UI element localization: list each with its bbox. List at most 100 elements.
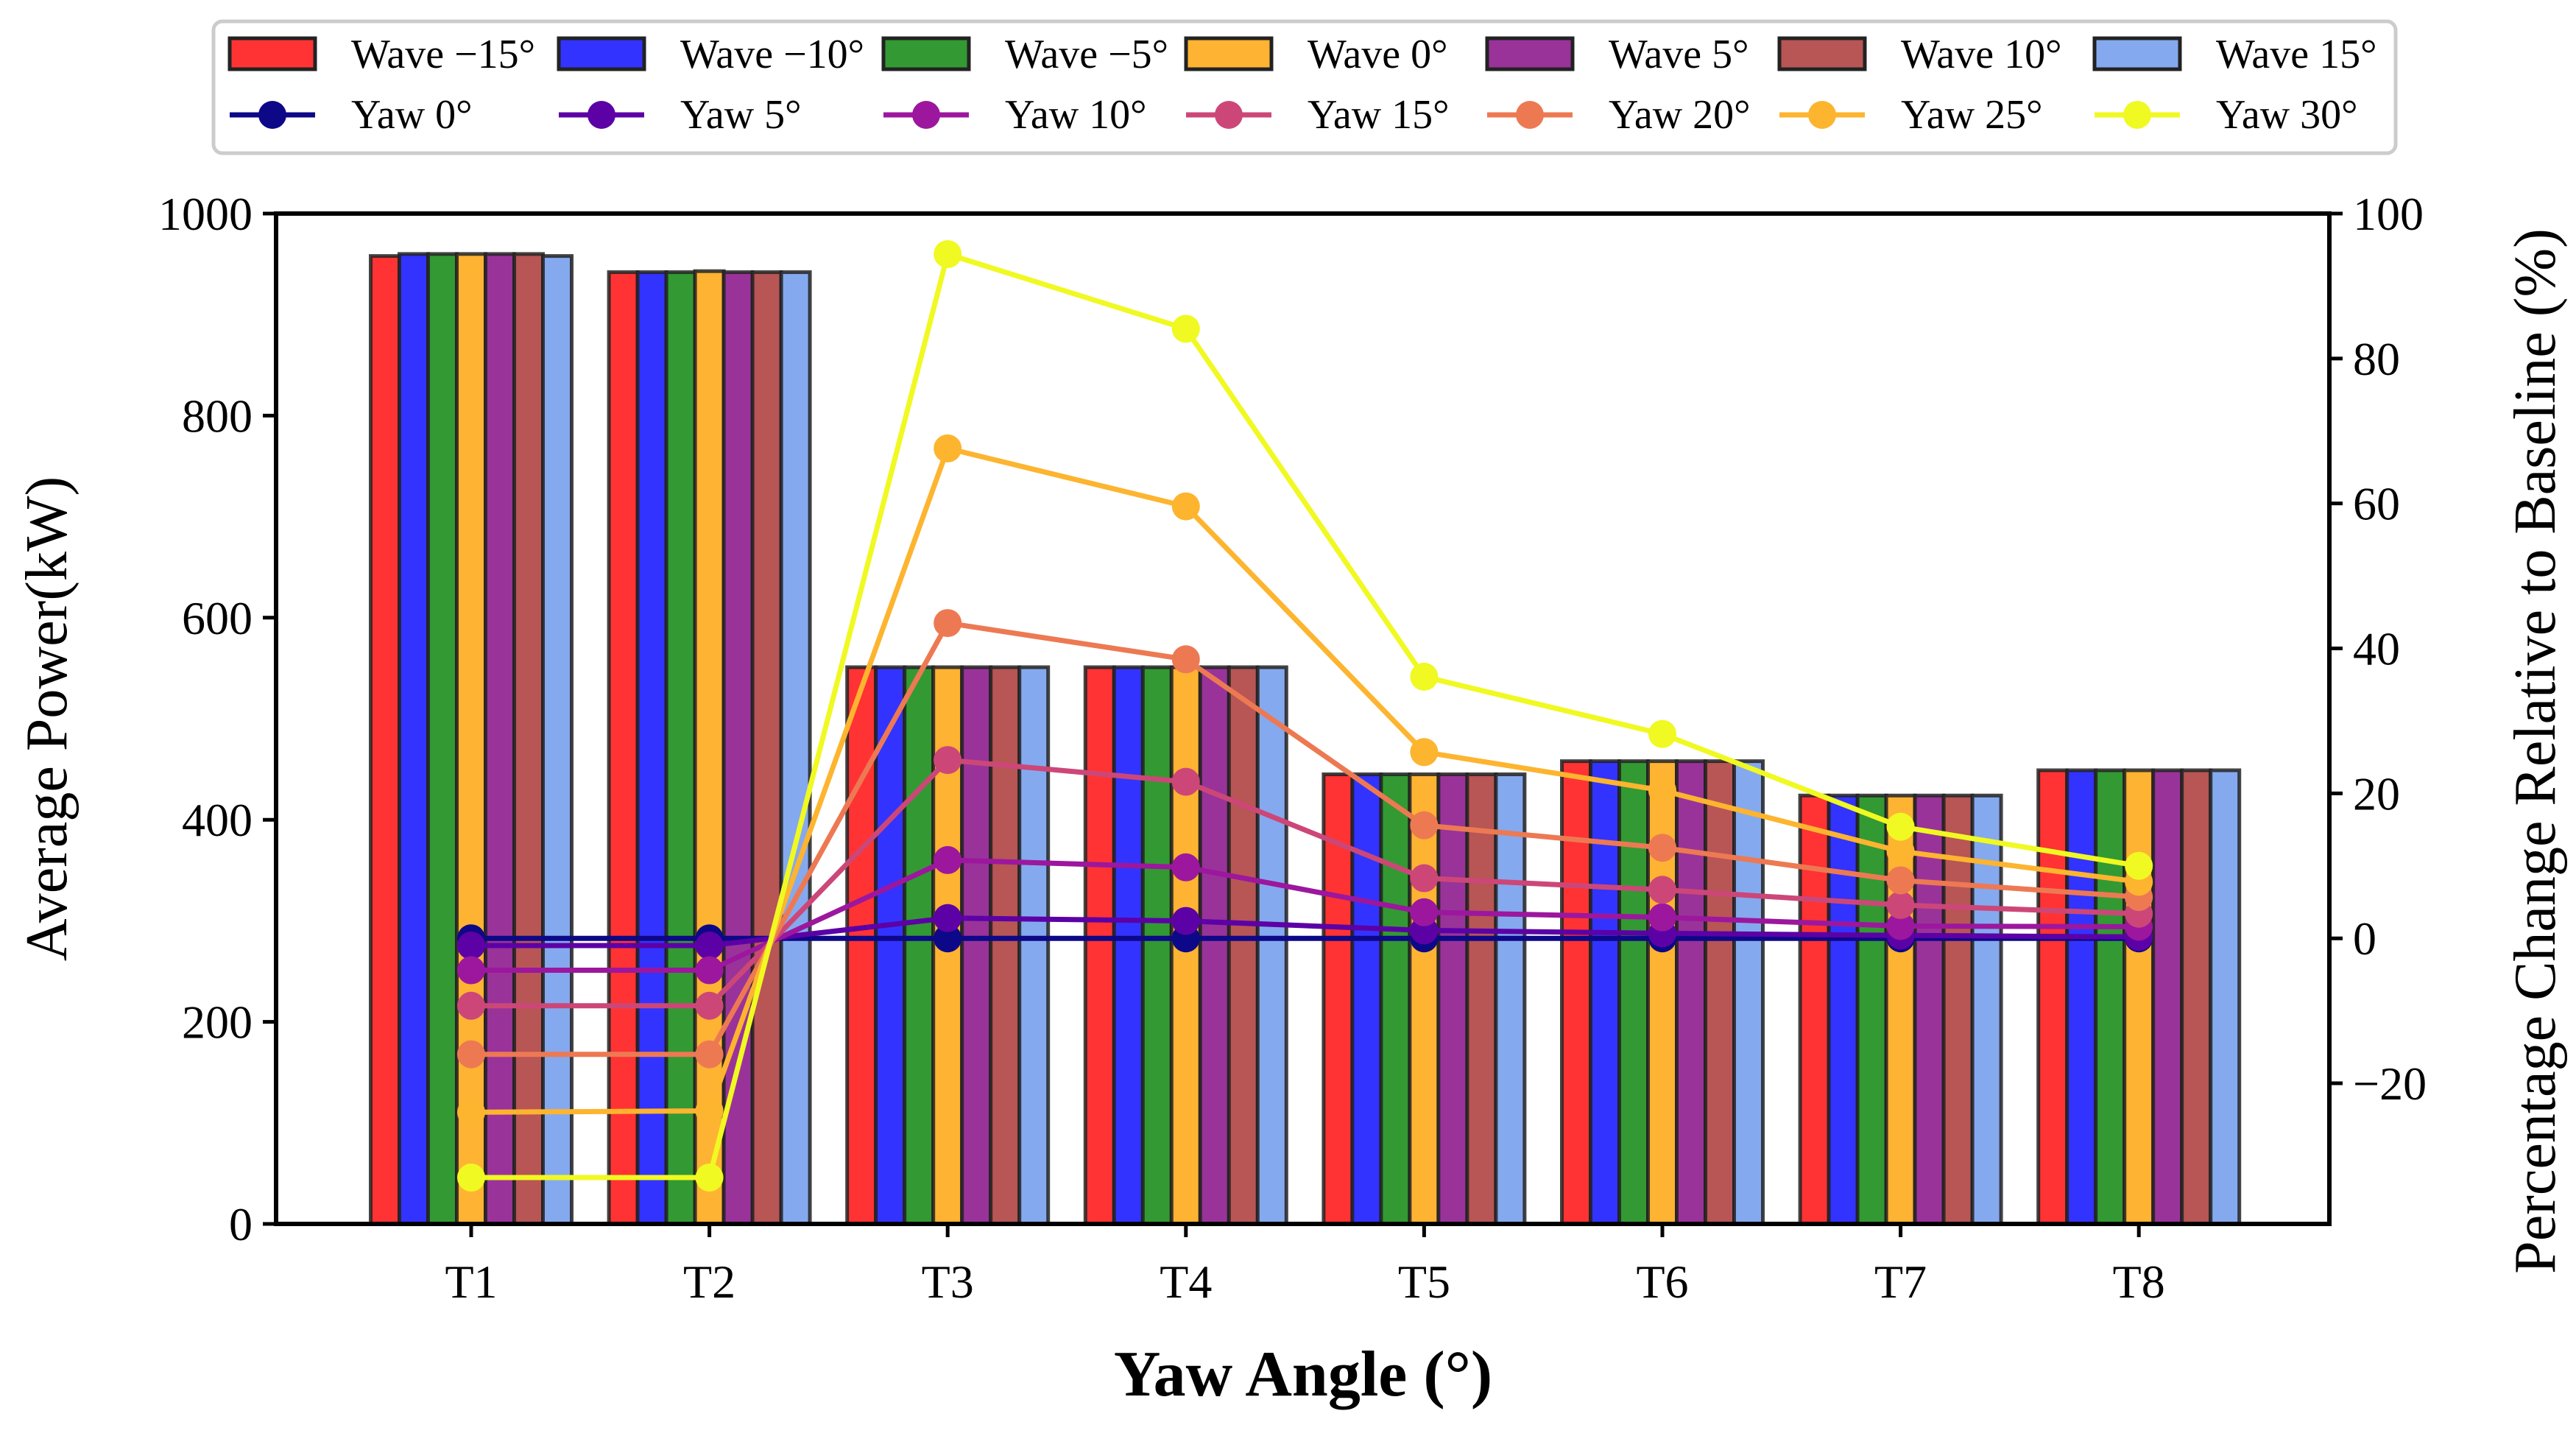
bar bbox=[2180, 768, 2213, 1226]
series-line bbox=[471, 915, 2139, 948]
bar bbox=[2209, 768, 2242, 1226]
bars-layer bbox=[369, 252, 2242, 1226]
legend-label: Wave 0° bbox=[1308, 32, 1447, 77]
legend-marker bbox=[1215, 101, 1243, 129]
legend-label: Wave −5° bbox=[1005, 32, 1168, 77]
data-point bbox=[1410, 738, 1439, 767]
legend-label: Yaw 25° bbox=[1901, 92, 2043, 138]
legend-label: Yaw 20° bbox=[1609, 92, 1751, 138]
x-tick-label: T6 bbox=[1636, 1256, 1688, 1308]
data-point bbox=[457, 991, 485, 1020]
bar bbox=[1140, 665, 1174, 1226]
y-tick-label: 400 bbox=[182, 794, 253, 846]
y-tick-label: 1000 bbox=[158, 188, 253, 240]
bar bbox=[1227, 665, 1260, 1226]
data-point bbox=[1171, 767, 1200, 796]
legend-marker bbox=[1516, 101, 1544, 129]
legend-swatch bbox=[1485, 36, 1575, 71]
legend-marker bbox=[912, 101, 940, 129]
bar bbox=[1798, 793, 1831, 1226]
y-right-tick-label: 100 bbox=[2353, 188, 2424, 240]
data-point bbox=[934, 845, 962, 874]
legend-swatch bbox=[227, 36, 317, 71]
series-line bbox=[471, 250, 2139, 1180]
bar bbox=[1494, 772, 1527, 1226]
y-right-tick-label: 0 bbox=[2353, 912, 2376, 965]
bar bbox=[455, 252, 487, 1226]
data-point bbox=[695, 1097, 724, 1125]
bar bbox=[2094, 768, 2127, 1226]
data-point bbox=[1171, 314, 1200, 343]
data-point bbox=[1648, 834, 1676, 862]
bar bbox=[1112, 665, 1145, 1226]
y-axis-right-label: Percentage Change Relative to Baseline (… bbox=[2503, 228, 2568, 1273]
x-tick-label: T7 bbox=[1874, 1256, 1927, 1308]
data-point bbox=[457, 956, 485, 985]
y-right-tick-label: 60 bbox=[2353, 478, 2400, 530]
data-point bbox=[1410, 662, 1439, 691]
legend-frame bbox=[211, 19, 2398, 155]
plot-frame bbox=[274, 211, 2332, 1226]
data-point bbox=[457, 1040, 485, 1069]
data-point bbox=[1171, 853, 1200, 881]
data-point bbox=[457, 932, 485, 960]
legend-marker bbox=[1808, 101, 1836, 129]
bar bbox=[1198, 665, 1231, 1226]
data-point bbox=[934, 240, 962, 269]
bar bbox=[1675, 759, 1707, 1226]
bar bbox=[1083, 665, 1116, 1226]
data-point bbox=[1886, 890, 1915, 919]
x-tick-label: T8 bbox=[2113, 1256, 2165, 1308]
bar bbox=[512, 252, 545, 1226]
y-axis-label: Average Power(kW) bbox=[15, 476, 80, 961]
data-point bbox=[457, 1098, 485, 1127]
bar bbox=[721, 270, 755, 1226]
y-right-tick-label: 80 bbox=[2353, 333, 2400, 385]
data-point bbox=[2125, 851, 2153, 880]
y-right-tick-label: 40 bbox=[2353, 623, 2400, 675]
y-right-tick-label: 20 bbox=[2353, 767, 2400, 820]
bar bbox=[1646, 759, 1679, 1226]
legend-label: Yaw 0° bbox=[351, 92, 473, 138]
data-point bbox=[1648, 719, 1676, 748]
legend-label: Wave 5° bbox=[1609, 32, 1748, 77]
y-tick-label: 0 bbox=[229, 1198, 253, 1250]
legend-marker bbox=[2123, 101, 2151, 129]
series-line bbox=[471, 620, 2139, 1057]
data-point bbox=[695, 991, 724, 1020]
data-point bbox=[1648, 903, 1676, 932]
bar bbox=[1255, 665, 1288, 1226]
data-point bbox=[934, 746, 962, 775]
lines-layer bbox=[457, 240, 2153, 1192]
data-point bbox=[1648, 876, 1676, 904]
y-tick-label: 800 bbox=[182, 390, 253, 442]
legend-marker bbox=[258, 101, 286, 129]
bar bbox=[903, 665, 936, 1226]
series-line bbox=[471, 857, 2139, 974]
legend-marker bbox=[587, 101, 615, 129]
data-point bbox=[934, 904, 962, 932]
legend-label: Wave 15° bbox=[2216, 32, 2376, 77]
y-tick-label: 200 bbox=[182, 996, 253, 1049]
data-point bbox=[695, 956, 724, 985]
x-tick-label: T5 bbox=[1398, 1256, 1450, 1308]
legend-label: Wave 10° bbox=[1901, 32, 2061, 77]
data-point bbox=[1410, 864, 1439, 893]
bar bbox=[989, 665, 1022, 1226]
bar bbox=[398, 252, 430, 1226]
data-point bbox=[1171, 645, 1200, 674]
y-right-tick-label: −20 bbox=[2353, 1057, 2427, 1110]
legend-swatch bbox=[1777, 36, 1867, 71]
bar bbox=[664, 270, 697, 1226]
x-tick-label: T2 bbox=[683, 1256, 735, 1308]
x-tick-label: T1 bbox=[445, 1256, 497, 1308]
bar bbox=[369, 254, 401, 1226]
bar bbox=[750, 270, 783, 1226]
legend-label: Yaw 5° bbox=[680, 92, 802, 138]
data-point bbox=[1648, 776, 1676, 805]
y-tick-label: 600 bbox=[182, 592, 253, 644]
legend: Wave −15° Wave −10° Wave −5° Wave 0° Wave 5°… bbox=[211, 19, 2398, 155]
legend-label: Yaw 15° bbox=[1308, 92, 1450, 138]
bar bbox=[1465, 772, 1498, 1226]
